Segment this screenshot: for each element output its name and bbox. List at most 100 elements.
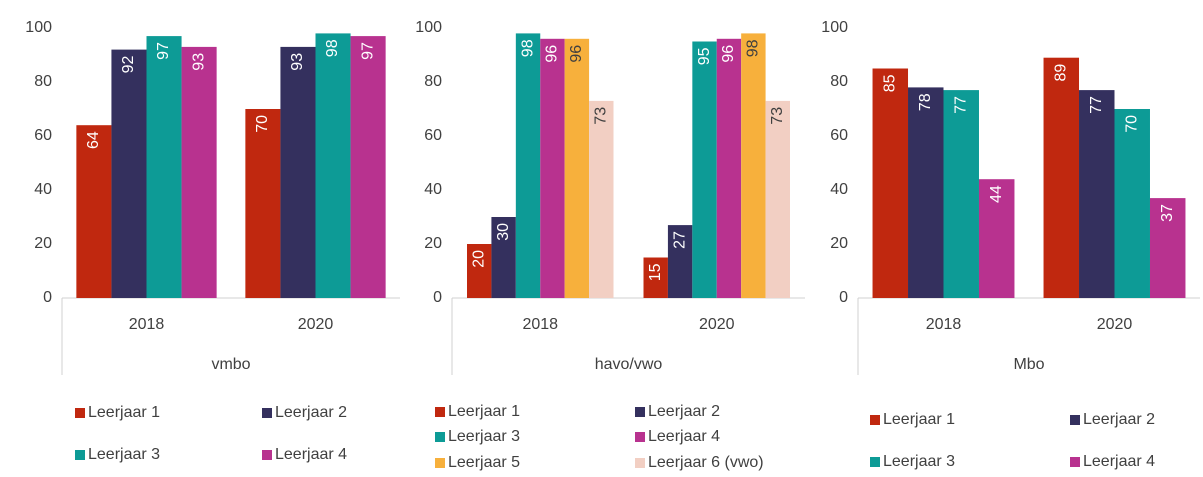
value-label: 89 <box>1052 64 1069 82</box>
value-label: 97 <box>155 42 172 60</box>
legend-swatch <box>75 408 85 418</box>
value-label: 78 <box>917 93 934 111</box>
value-label: 98 <box>519 39 536 57</box>
y-tick-label: 80 <box>830 73 848 90</box>
y-tick-label: 0 <box>43 289 52 306</box>
legend-label: Leerjaar 2 <box>1083 411 1155 428</box>
bar <box>245 109 281 298</box>
bar <box>1149 198 1186 298</box>
y-tick-label: 40 <box>34 181 52 198</box>
bar <box>741 33 766 299</box>
bar <box>280 46 316 299</box>
y-tick-label: 20 <box>830 235 848 252</box>
legend-label: Leerjaar 2 <box>648 403 720 420</box>
bar <box>111 49 147 298</box>
value-label: 77 <box>952 96 969 114</box>
bar <box>146 36 182 298</box>
value-label: 85 <box>881 74 898 92</box>
value-label: 93 <box>289 53 306 71</box>
bar <box>564 38 590 299</box>
y-tick-label: 60 <box>34 127 52 144</box>
value-label: 64 <box>85 131 102 149</box>
y-tick-label: 100 <box>25 19 52 36</box>
y-tick-label: 0 <box>839 289 848 306</box>
group-label: vmbo <box>211 356 250 373</box>
value-label: 70 <box>254 115 271 133</box>
legend-swatch <box>635 432 645 442</box>
value-label: 77 <box>1088 96 1105 114</box>
legend-swatch <box>435 432 445 442</box>
x-tick-label: 2020 <box>699 316 735 333</box>
bar <box>1043 57 1080 299</box>
legend-swatch <box>870 457 880 467</box>
legend-label: Leerjaar 2 <box>275 404 347 421</box>
legend-label: Leerjaar 4 <box>275 446 347 463</box>
legend-swatch <box>435 458 445 468</box>
legend-label: Leerjaar 1 <box>88 404 160 421</box>
legend-swatch <box>262 408 272 418</box>
legend-swatch <box>1070 457 1080 467</box>
legend-swatch <box>635 407 645 417</box>
y-tick-label: 80 <box>34 73 52 90</box>
bar <box>978 179 1015 298</box>
bar <box>491 217 516 298</box>
y-tick-label: 20 <box>424 235 442 252</box>
value-label: 30 <box>495 223 512 241</box>
x-tick-label: 2018 <box>926 316 962 333</box>
bar <box>589 100 614 299</box>
value-label: 96 <box>720 45 737 63</box>
legend-label: Leerjaar 6 (vwo) <box>648 454 764 471</box>
bar <box>692 41 717 298</box>
bar <box>908 87 944 299</box>
bar <box>765 100 790 299</box>
y-tick-label: 100 <box>415 19 442 36</box>
bar <box>350 36 386 298</box>
bar <box>181 46 217 299</box>
value-label: 73 <box>593 107 610 125</box>
value-label: 98 <box>745 39 762 57</box>
x-tick-label: 2020 <box>1097 316 1133 333</box>
x-tick-label: 2018 <box>522 316 558 333</box>
y-tick-label: 80 <box>424 73 442 90</box>
y-tick-label: 20 <box>34 235 52 252</box>
y-tick-label: 40 <box>424 181 442 198</box>
value-label: 27 <box>671 231 688 249</box>
bar <box>467 244 492 298</box>
legend-label: Leerjaar 1 <box>448 403 520 420</box>
bar <box>315 33 351 299</box>
x-tick-label: 2018 <box>129 316 165 333</box>
value-label: 70 <box>1123 115 1140 133</box>
legend-swatch <box>75 450 85 460</box>
bar <box>716 38 742 299</box>
legend-label: Leerjaar 1 <box>883 411 955 428</box>
value-label: 93 <box>190 53 207 71</box>
bar <box>872 68 909 298</box>
bar <box>515 33 541 299</box>
bar <box>76 125 112 298</box>
value-label: 20 <box>470 250 487 268</box>
value-label: 95 <box>696 47 713 65</box>
bar <box>643 257 668 298</box>
legend-label: Leerjaar 5 <box>448 454 520 471</box>
legend-label: Leerjaar 4 <box>648 428 720 445</box>
legend-swatch <box>1070 415 1080 425</box>
group-label: Mbo <box>1013 356 1044 373</box>
value-label: 73 <box>769 107 786 125</box>
value-label: 44 <box>988 185 1005 203</box>
legend-swatch <box>435 407 445 417</box>
x-tick-label: 2020 <box>298 316 334 333</box>
value-label: 97 <box>359 42 376 60</box>
bar <box>1079 90 1115 298</box>
value-label: 92 <box>120 55 137 73</box>
group-label: havo/vwo <box>595 356 663 373</box>
value-label: 98 <box>324 39 341 57</box>
legend-swatch <box>262 450 272 460</box>
value-label: 37 <box>1159 204 1176 222</box>
value-label: 96 <box>568 45 585 63</box>
y-tick-label: 100 <box>821 19 848 36</box>
legend-label: Leerjaar 4 <box>1083 453 1155 470</box>
bar <box>943 90 979 298</box>
legend-swatch <box>870 415 880 425</box>
y-tick-label: 40 <box>830 181 848 198</box>
